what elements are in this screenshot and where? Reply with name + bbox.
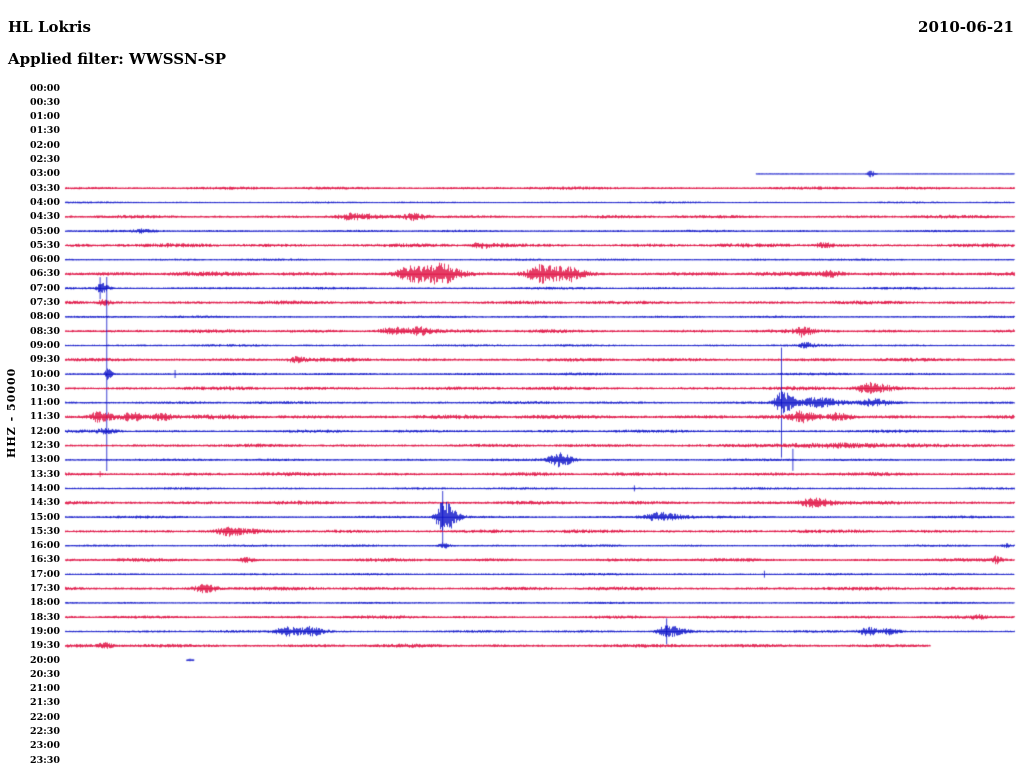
helicorder-page: HL Lokris 2010-06-21 Applied filter: WWS… [0, 0, 1024, 780]
seismogram-traces [0, 0, 1024, 780]
